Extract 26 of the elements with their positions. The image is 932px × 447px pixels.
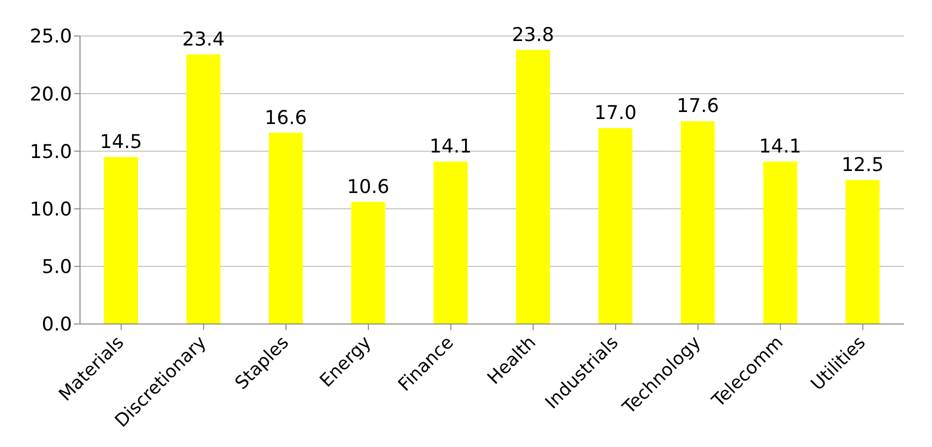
bar [186, 54, 220, 324]
data-label: 23.4 [182, 28, 225, 50]
bar [680, 121, 715, 324]
data-label: 16.6 [264, 106, 307, 129]
y-tick-label: 0.0 [42, 314, 72, 336]
data-label: 14.1 [429, 136, 472, 158]
bar [434, 162, 468, 324]
y-tick-label: 25.0 [30, 26, 72, 48]
bar [516, 50, 550, 324]
y-tick-label: 10.0 [30, 198, 72, 221]
data-label: 12.5 [841, 154, 884, 176]
data-label: 17.0 [594, 102, 637, 124]
bar [846, 180, 880, 324]
y-tick-label: 15.0 [30, 140, 72, 163]
data-label: 23.8 [512, 24, 554, 46]
bar [763, 162, 798, 324]
y-tick-label: 5.0 [42, 256, 72, 278]
bar [268, 132, 303, 324]
data-label: 17.6 [676, 95, 719, 118]
y-tick-label: 20.0 [30, 83, 72, 106]
data-label: 10.6 [347, 176, 390, 198]
data-label: 14.5 [100, 130, 142, 153]
data-label: 14.1 [759, 136, 802, 158]
bar [598, 128, 632, 324]
bar [104, 156, 138, 324]
bar [351, 202, 386, 324]
